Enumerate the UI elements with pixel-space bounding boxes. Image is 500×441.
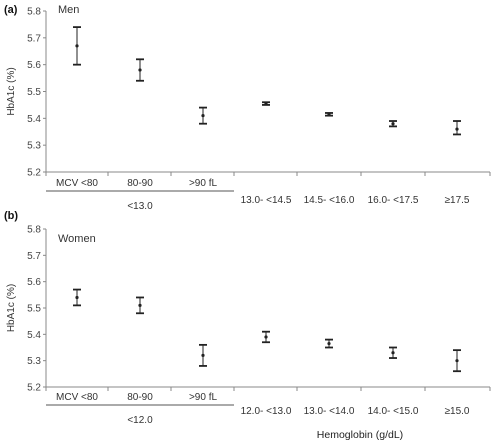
data-point [455, 359, 459, 363]
y-tick-label: 5.3 [27, 141, 41, 152]
y-tick-label: 5.6 [27, 60, 41, 71]
y-tick-label: 5.6 [27, 277, 41, 288]
x-tick-label: 13.0- <14.0 [304, 406, 355, 417]
group-label: <12.0 [127, 415, 153, 426]
panel-title: Women [58, 233, 96, 245]
data-point [391, 122, 395, 126]
y-tick-label: 5.7 [27, 33, 41, 44]
x-tick-label: ≥17.5 [445, 195, 470, 206]
data-point [327, 112, 331, 116]
x-tick-label: >90 fL [189, 178, 218, 189]
y-tick-label: 5.5 [27, 87, 41, 98]
x-tick-label: MCV <80 [56, 392, 98, 403]
x-tick-label: >90 fL [189, 392, 218, 403]
x-tick-label: 13.0- <14.5 [241, 195, 292, 206]
data-point [327, 341, 331, 346]
y-tick-label: 5.7 [27, 251, 41, 262]
y-tick-label: 5.2 [27, 383, 41, 394]
x-tick-label: 80-90 [127, 392, 153, 403]
y-tick-label: 5.2 [27, 168, 41, 179]
y-tick-label: 5.4 [27, 330, 41, 341]
panel-label: (a) [4, 4, 18, 16]
data-point [75, 295, 79, 300]
panel-title: Men [58, 4, 79, 16]
y-tick-label: 5.5 [27, 304, 41, 315]
data-point [138, 303, 142, 307]
data-point [391, 351, 395, 355]
panel-label: (b) [4, 210, 18, 222]
data-point [138, 68, 142, 72]
y-tick-label: 5.8 [27, 7, 41, 18]
x-tick-label: MCV <80 [56, 178, 98, 189]
x-tick-label: 12.0- <13.0 [241, 406, 292, 417]
y-axis-label: HbA1c (%) [6, 67, 17, 115]
data-point [264, 101, 268, 106]
x-axis-label: Hemoglobin (g/dL) [317, 429, 403, 441]
y-tick-label: 5.3 [27, 356, 41, 367]
x-tick-label: 14.5- <16.0 [304, 195, 355, 206]
x-tick-label: 14.0- <15.0 [368, 406, 419, 417]
data-point [455, 127, 459, 131]
x-tick-label: 16.0- <17.5 [368, 195, 419, 206]
x-tick-label: ≥15.0 [445, 406, 470, 417]
y-tick-label: 5.8 [27, 225, 41, 236]
data-point [201, 114, 205, 118]
y-tick-label: 5.4 [27, 114, 41, 125]
data-point [201, 353, 205, 357]
data-point [264, 335, 268, 339]
y-axis-label: HbA1c (%) [6, 284, 17, 332]
x-tick-label: 80-90 [127, 178, 153, 189]
group-label: <13.0 [127, 201, 153, 212]
data-point [75, 44, 79, 48]
